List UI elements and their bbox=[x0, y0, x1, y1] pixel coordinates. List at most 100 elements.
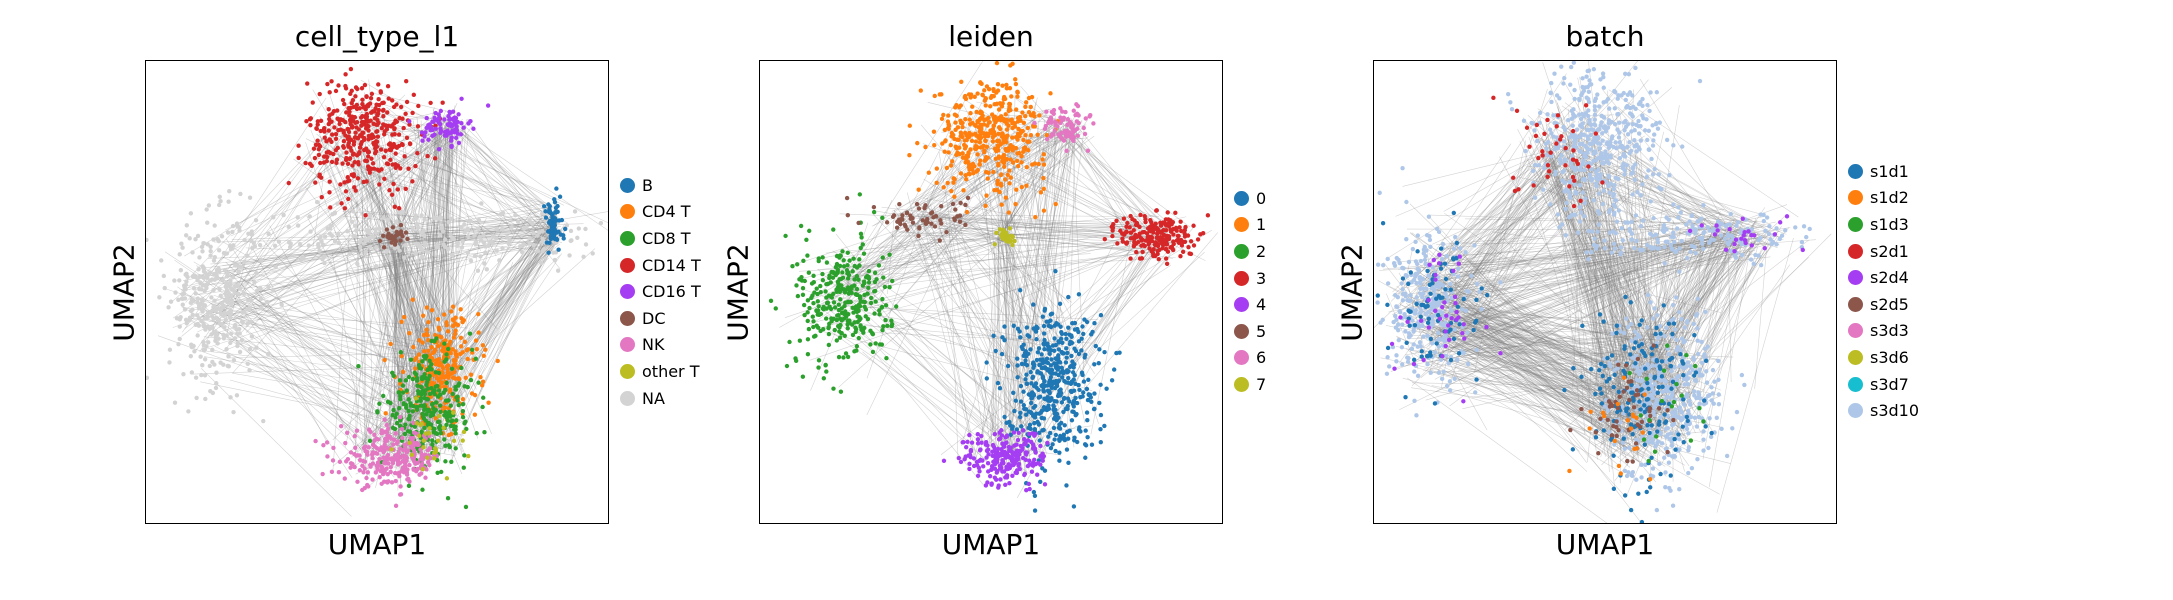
data-point bbox=[211, 271, 217, 277]
data-point bbox=[382, 129, 387, 134]
data-point bbox=[358, 145, 363, 150]
edge-line bbox=[368, 174, 563, 244]
data-point bbox=[985, 123, 990, 128]
data-point bbox=[336, 470, 342, 475]
data-point bbox=[252, 280, 257, 285]
edge-line bbox=[213, 242, 510, 301]
edge-line bbox=[360, 128, 450, 456]
data-point bbox=[367, 438, 373, 443]
edge-line bbox=[920, 214, 1155, 235]
data-point bbox=[984, 193, 989, 198]
edge-line bbox=[1442, 181, 1607, 250]
data-point bbox=[397, 115, 402, 121]
legend-item: 2 bbox=[1234, 238, 1266, 265]
edge-line bbox=[898, 223, 1002, 235]
data-point bbox=[202, 316, 207, 321]
data-point bbox=[1075, 126, 1080, 131]
edge-line bbox=[395, 211, 446, 236]
data-point bbox=[383, 411, 388, 416]
data-point bbox=[1064, 483, 1069, 488]
data-point bbox=[181, 283, 187, 288]
data-point bbox=[426, 348, 431, 354]
data-point bbox=[556, 229, 561, 234]
data-point bbox=[923, 144, 928, 150]
data-point bbox=[257, 242, 263, 248]
data-point bbox=[402, 255, 407, 261]
data-point bbox=[1057, 458, 1062, 463]
edge-line bbox=[350, 226, 562, 248]
data-point bbox=[1072, 327, 1078, 332]
edge-line bbox=[1556, 106, 1644, 362]
edge-line bbox=[204, 236, 554, 349]
data-point bbox=[1004, 117, 1009, 122]
data-point bbox=[1041, 175, 1046, 181]
data-point bbox=[500, 227, 505, 232]
data-point bbox=[404, 388, 409, 393]
data-point bbox=[421, 403, 426, 409]
data-point bbox=[404, 450, 409, 455]
edge-line bbox=[456, 122, 554, 244]
legend-marker bbox=[620, 310, 635, 326]
data-point bbox=[1033, 431, 1038, 437]
data-point bbox=[407, 429, 413, 434]
data-point bbox=[1032, 457, 1037, 462]
data-point bbox=[410, 409, 416, 414]
data-point bbox=[925, 220, 930, 225]
edge-line bbox=[855, 140, 1072, 306]
data-point bbox=[435, 470, 440, 475]
data-point bbox=[273, 264, 278, 270]
data-point bbox=[333, 136, 339, 142]
edge-line bbox=[1003, 244, 1150, 250]
edge-line bbox=[462, 123, 550, 211]
data-point bbox=[975, 473, 981, 479]
data-point bbox=[390, 412, 395, 418]
data-point bbox=[352, 160, 357, 165]
edge-line bbox=[1004, 90, 1016, 465]
edge-line bbox=[227, 121, 462, 305]
data-point bbox=[425, 448, 431, 453]
edge-line bbox=[220, 247, 446, 306]
data-point bbox=[410, 110, 415, 116]
data-point bbox=[331, 445, 336, 451]
edge-line bbox=[839, 135, 1095, 322]
edge-line bbox=[387, 230, 551, 234]
data-point bbox=[317, 91, 322, 97]
data-point bbox=[315, 138, 320, 143]
data-point bbox=[439, 335, 444, 340]
edge-line bbox=[990, 230, 1000, 436]
data-point bbox=[805, 318, 810, 324]
edge-line bbox=[924, 203, 1064, 356]
data-point bbox=[978, 80, 983, 86]
data-point bbox=[1057, 422, 1062, 427]
data-point bbox=[1131, 243, 1137, 249]
data-point bbox=[998, 477, 1003, 482]
data-point bbox=[1188, 239, 1194, 244]
data-point bbox=[427, 426, 432, 431]
edge-line bbox=[822, 331, 1034, 386]
data-point bbox=[1035, 350, 1041, 355]
data-point bbox=[540, 228, 545, 234]
data-point bbox=[1082, 317, 1087, 322]
data-point bbox=[220, 277, 225, 283]
data-point bbox=[208, 278, 213, 283]
legend-marker bbox=[1234, 270, 1249, 286]
edge-line bbox=[1016, 237, 1149, 253]
data-point bbox=[904, 211, 909, 216]
legend-item: CD14 T bbox=[620, 252, 701, 279]
data-point bbox=[444, 373, 450, 379]
data-point bbox=[172, 400, 178, 405]
data-point bbox=[386, 461, 391, 466]
data-point bbox=[368, 95, 374, 101]
data-point bbox=[179, 241, 184, 246]
data-point bbox=[1011, 390, 1016, 395]
data-point bbox=[1056, 132, 1061, 137]
data-point bbox=[427, 353, 433, 358]
data-point bbox=[1003, 112, 1008, 117]
data-point bbox=[830, 275, 836, 280]
edge-line bbox=[1008, 231, 1181, 304]
data-point bbox=[1014, 442, 1019, 447]
data-point bbox=[1076, 329, 1081, 335]
data-point bbox=[852, 349, 857, 354]
data-point bbox=[859, 235, 864, 240]
data-point bbox=[440, 229, 446, 234]
